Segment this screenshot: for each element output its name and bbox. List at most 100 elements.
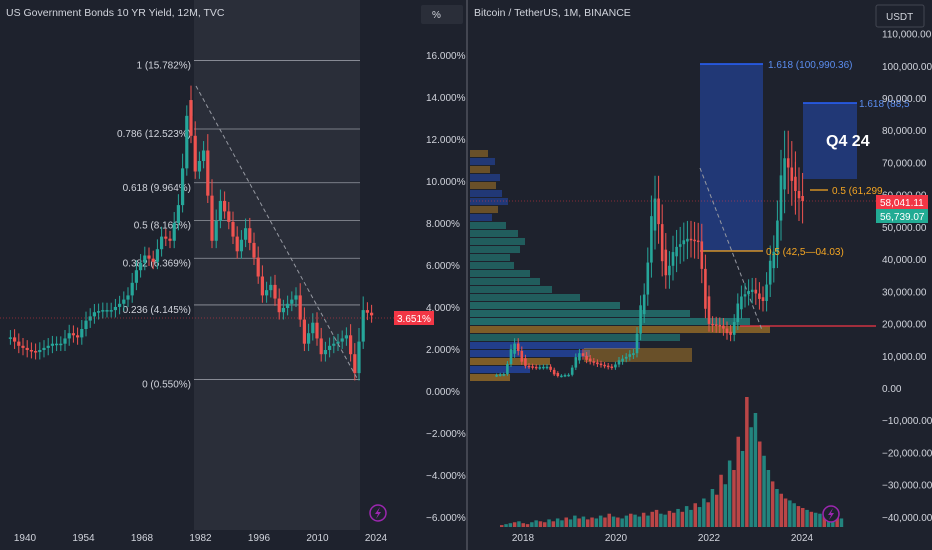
btc-candle (588, 358, 592, 362)
price-axis-tick: 10,000.00 (882, 352, 927, 363)
btc-candle (599, 363, 603, 366)
price-tag-2-text: 56,739.07 (880, 212, 925, 223)
yield-candle (21, 345, 25, 348)
price-axis-tick: 70,000.00 (882, 158, 927, 169)
btc-candle (783, 158, 786, 190)
yield-candle (143, 255, 147, 263)
btc-candle (758, 293, 761, 299)
btc-candle (560, 375, 563, 378)
btc-candle (556, 372, 560, 377)
volume-bar (805, 509, 809, 527)
volume-bar (581, 516, 586, 527)
btc-candle (747, 290, 750, 295)
yield-axis: % 16.000% 14.000% 12.000% 10.000% 8.000% 6.00… (394, 5, 466, 524)
yield-candle (269, 284, 273, 291)
yield-candle (214, 220, 218, 241)
yield-candle (181, 168, 185, 206)
yield-candle (231, 221, 235, 237)
yield-axis-tick: 8.000% (426, 219, 460, 230)
yield-candle (239, 239, 243, 252)
btc-candle (642, 294, 646, 315)
btc-candle (736, 303, 740, 323)
yield-candle (218, 200, 222, 221)
volume-bar (818, 513, 822, 527)
volume-bar (753, 413, 758, 527)
volume-bar (611, 516, 616, 527)
volume-bar (762, 455, 766, 527)
bond-yield-panel: 1 (15.782%) 0.786 (12.523%) 0.618 (9.964%)… (0, 0, 418, 544)
yield-candle (130, 282, 134, 296)
fib-level-label: 0 (0.550%) (142, 379, 191, 390)
btc-candle (664, 249, 668, 276)
volume-profile-row (470, 222, 506, 229)
btc-candle (632, 353, 635, 356)
volume-bar (676, 508, 680, 527)
volume-bar (568, 519, 573, 527)
price-axis: USDT 110,000.00 100,000.00 90,000.00 80,000… (875, 4, 932, 524)
btc-candle (498, 374, 502, 376)
yield-candle (122, 299, 126, 304)
yield-candle (71, 333, 75, 336)
btc-candle (779, 175, 783, 221)
volume-bar (534, 520, 538, 527)
btc-candle (729, 331, 732, 335)
btc-candle (563, 375, 567, 377)
btc-candle (592, 361, 596, 363)
current-yield-tag (394, 311, 434, 325)
yield-candle (336, 341, 340, 344)
volume-bar (530, 522, 534, 527)
yield-candle (202, 150, 206, 161)
volume-profile-row (470, 366, 530, 373)
yield-axis-tick: 16.000% (426, 51, 466, 62)
volume-bar (663, 514, 667, 527)
btc-candle (509, 349, 513, 364)
btc-candle (790, 167, 794, 181)
volume-bar (616, 517, 620, 527)
btc-candle (722, 325, 725, 329)
volume-bar (629, 513, 633, 527)
volume-bar (517, 521, 521, 527)
yield-candle (50, 343, 54, 346)
yield-candle (139, 262, 143, 271)
fib-level-label: 1 (15.782%) (137, 61, 191, 72)
volume-profile-row (470, 206, 498, 213)
yield-candle (353, 354, 357, 374)
yield-candle (227, 211, 231, 222)
volume-bar (500, 525, 504, 527)
left-lightning-icon[interactable] (369, 504, 387, 522)
yield-candle (185, 115, 189, 132)
yield-axis-tick: 4.000% (426, 303, 460, 314)
yield-candle (55, 343, 59, 346)
axis-unit-box[interactable] (421, 5, 463, 24)
right-lightning-icon[interactable] (822, 505, 840, 523)
volume-profile-row (470, 286, 552, 293)
q4-annotation: Q4 24 (826, 133, 870, 150)
btc-candle (520, 350, 524, 362)
volume-bar (598, 515, 603, 527)
yield-candle (176, 205, 180, 223)
yield-axis-tick: 6.000% (426, 261, 460, 272)
projection-box-2 (803, 103, 857, 179)
volume-profile-row (470, 262, 514, 269)
yield-candle (76, 335, 80, 338)
fib-level-label: 0.236 (4.145%) (123, 305, 191, 316)
price-axis-tick: −40,000.00 (882, 513, 932, 524)
btc-candle (610, 366, 614, 369)
btc-candle (502, 374, 506, 376)
yield-candle (307, 333, 311, 344)
volume-bar (684, 506, 689, 527)
btc-candle (689, 238, 693, 241)
volume-bar (775, 489, 779, 527)
volume-bar (633, 514, 637, 527)
current-yield-text: 3.651% (397, 314, 431, 325)
volume-profile-row (470, 326, 770, 333)
yield-candle (25, 347, 29, 350)
btc-candle (603, 364, 606, 367)
year-tick: 1996 (248, 533, 271, 544)
yield-candle (193, 135, 197, 172)
yield-candle (290, 299, 294, 304)
price-tag (876, 195, 928, 209)
axis-unit-box-right[interactable] (875, 4, 925, 28)
btc-candle (495, 375, 498, 377)
